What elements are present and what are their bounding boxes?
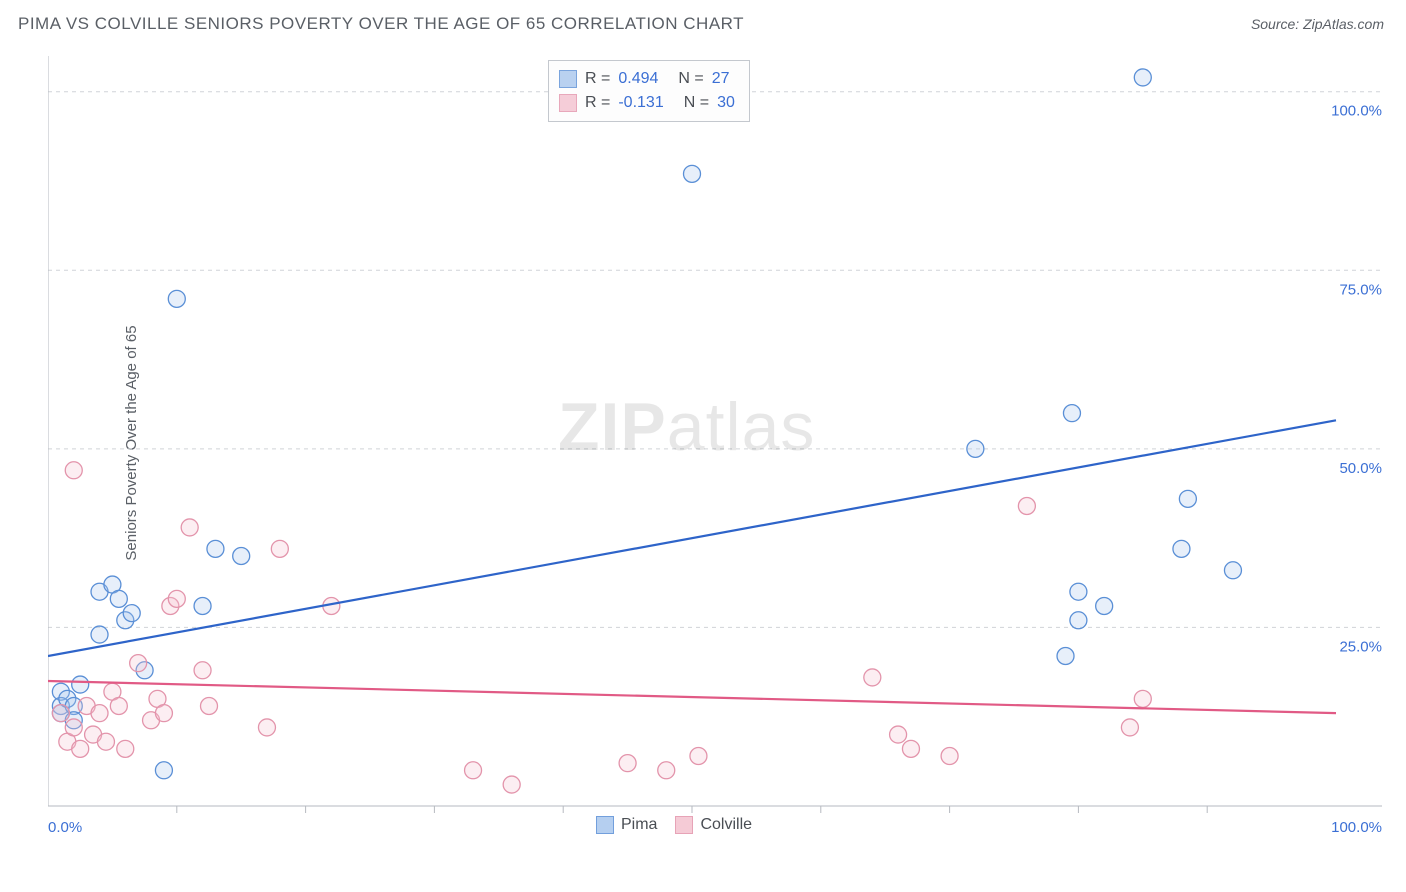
legend-item: Colville	[675, 816, 752, 834]
data-point	[123, 605, 140, 622]
series-legend: Pima Colville	[596, 816, 752, 834]
data-point	[181, 519, 198, 536]
data-point	[155, 762, 172, 779]
x-tick-label: 100.0%	[1331, 819, 1382, 836]
legend-label: Pima	[621, 816, 657, 834]
r-value: -0.131	[618, 91, 663, 115]
data-point	[1063, 405, 1080, 422]
data-point	[967, 440, 984, 457]
data-point	[65, 719, 82, 736]
data-point	[271, 540, 288, 557]
legend-label: Colville	[700, 816, 752, 834]
legend-swatch	[559, 70, 577, 88]
header-row: PIMA VS COLVILLE SENIORS POVERTY OVER TH…	[0, 0, 1406, 38]
data-point	[690, 748, 707, 765]
data-point	[1224, 562, 1241, 579]
data-point	[890, 726, 907, 743]
stats-legend-row: R = 0.494N = 27	[559, 67, 735, 91]
data-point	[201, 698, 218, 715]
scatter-plot: 25.0% 50.0% 75.0% 100.0% 0.0% 100.0%	[48, 48, 1388, 838]
data-point	[1070, 583, 1087, 600]
data-point	[91, 705, 108, 722]
source-link[interactable]: ZipAtlas.com	[1303, 16, 1384, 32]
data-point	[155, 705, 172, 722]
legend-swatch	[559, 94, 577, 112]
data-point	[91, 626, 108, 643]
y-tick-label: 75.0%	[1339, 281, 1382, 298]
data-point	[194, 598, 211, 615]
y-tick-label: 50.0%	[1339, 460, 1382, 477]
data-point	[465, 762, 482, 779]
data-point	[168, 590, 185, 607]
data-point	[52, 705, 69, 722]
data-point	[864, 669, 881, 686]
data-point	[1070, 612, 1087, 629]
data-point	[65, 462, 82, 479]
data-point	[1018, 498, 1035, 515]
data-point	[684, 165, 701, 182]
data-point	[110, 698, 127, 715]
data-point	[1121, 719, 1138, 736]
n-value: 30	[717, 91, 735, 115]
data-point	[97, 733, 114, 750]
data-point	[110, 590, 127, 607]
source-credit: Source: ZipAtlas.com	[1251, 16, 1384, 32]
data-point	[233, 548, 250, 565]
data-point	[72, 676, 89, 693]
stats-legend-row: R = -0.131N = 30	[559, 91, 735, 115]
chart-title: PIMA VS COLVILLE SENIORS POVERTY OVER TH…	[18, 14, 744, 34]
data-point	[194, 662, 211, 679]
data-point	[258, 719, 275, 736]
data-point	[902, 740, 919, 757]
data-point	[941, 748, 958, 765]
legend-swatch	[675, 816, 693, 834]
data-point	[168, 290, 185, 307]
data-point	[1134, 690, 1151, 707]
trend-line	[48, 420, 1336, 656]
legend-item: Pima	[596, 816, 657, 834]
legend-swatch	[596, 816, 614, 834]
data-point	[72, 740, 89, 757]
data-point	[658, 762, 675, 779]
data-point	[1134, 69, 1151, 86]
data-point	[207, 540, 224, 557]
data-point	[503, 776, 520, 793]
y-tick-label: 100.0%	[1331, 103, 1382, 120]
data-point	[117, 740, 134, 757]
data-point	[1179, 490, 1196, 507]
plot-area: Seniors Poverty Over the Age of 65 25.0%…	[48, 48, 1388, 838]
x-tick-label: 0.0%	[48, 819, 82, 836]
r-value: 0.494	[618, 67, 658, 91]
data-point	[619, 755, 636, 772]
data-point	[130, 655, 147, 672]
y-tick-label: 25.0%	[1339, 638, 1382, 655]
n-value: 27	[712, 67, 730, 91]
data-point	[1057, 648, 1074, 665]
stats-legend: R = 0.494N = 27R = -0.131N = 30	[548, 60, 750, 122]
data-point	[1096, 598, 1113, 615]
data-point	[1173, 540, 1190, 557]
